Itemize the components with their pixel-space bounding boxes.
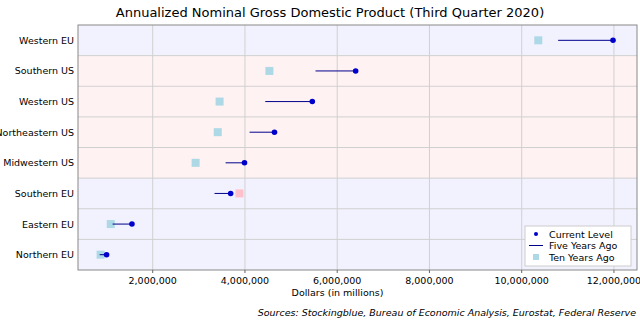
row-line bbox=[78, 178, 637, 179]
legend-label: Five Years Ago bbox=[549, 240, 618, 251]
axis-label: Dollars (in millions) bbox=[292, 287, 384, 298]
current-marker bbox=[353, 68, 359, 74]
category-label: Western EU bbox=[19, 35, 74, 46]
row-band bbox=[78, 209, 637, 240]
legend-line bbox=[529, 245, 543, 246]
current-marker bbox=[310, 99, 316, 105]
category-label: Eastern EU bbox=[22, 219, 74, 230]
legend-square bbox=[533, 254, 539, 260]
row-line bbox=[78, 86, 637, 87]
row-band bbox=[78, 148, 637, 179]
current-marker bbox=[228, 191, 234, 197]
ten-year-marker bbox=[192, 159, 200, 167]
row-band bbox=[78, 117, 637, 148]
category-label: Southern EU bbox=[15, 188, 74, 199]
row-line bbox=[78, 55, 637, 56]
category-label: Midwestern US bbox=[3, 157, 74, 168]
ten-year-marker bbox=[235, 189, 243, 197]
row-line bbox=[78, 208, 637, 209]
current-marker bbox=[104, 252, 110, 258]
row-band bbox=[78, 25, 637, 56]
five-year-segment bbox=[226, 162, 245, 163]
category-label: Western US bbox=[19, 96, 74, 107]
category-label: Northeastern US bbox=[0, 127, 74, 138]
chart: Annualized Nominal Gross Domestic Produc… bbox=[0, 0, 640, 320]
five-year-segment bbox=[316, 70, 356, 71]
five-year-segment bbox=[558, 40, 613, 41]
ten-year-marker bbox=[534, 36, 542, 44]
tick-label: 2,000,000 bbox=[129, 275, 177, 286]
tick-label: 10,000,000 bbox=[494, 275, 548, 286]
row-band bbox=[78, 56, 637, 87]
tick-mark bbox=[337, 270, 338, 273]
row-band bbox=[78, 178, 637, 209]
legend-box bbox=[525, 226, 631, 266]
tick-mark bbox=[521, 270, 522, 273]
five-year-segment bbox=[250, 132, 275, 133]
tick-mark bbox=[613, 270, 614, 273]
ten-year-marker bbox=[216, 98, 224, 106]
five-year-segment bbox=[265, 101, 312, 102]
tick-mark bbox=[152, 270, 153, 273]
ten-year-marker bbox=[214, 128, 222, 136]
row-band bbox=[78, 86, 637, 117]
current-marker bbox=[242, 160, 248, 166]
tick-label: 12,000,000 bbox=[587, 275, 640, 286]
legend-label: Current Level bbox=[549, 229, 613, 240]
tick-mark bbox=[244, 270, 245, 273]
tick-mark bbox=[429, 270, 430, 273]
current-marker bbox=[129, 221, 135, 227]
tick-label: 8,000,000 bbox=[405, 275, 453, 286]
current-marker bbox=[610, 38, 616, 44]
marks bbox=[97, 36, 616, 258]
current-marker bbox=[272, 129, 278, 135]
category-label: Southern US bbox=[15, 65, 74, 76]
tick-label: 6,000,000 bbox=[313, 275, 361, 286]
title: Annualized Nominal Gross Domestic Produc… bbox=[116, 5, 544, 20]
ten-year-marker bbox=[265, 67, 273, 75]
plot-frame bbox=[78, 25, 637, 270]
legend-label: Ten Years Ago bbox=[548, 252, 615, 263]
row-line bbox=[78, 116, 637, 117]
row-line bbox=[78, 147, 637, 148]
source-note: Sources: Stockingblue, Bureau of Economi… bbox=[258, 307, 636, 318]
legend-dot bbox=[534, 232, 538, 236]
five-year-segment bbox=[113, 224, 132, 225]
category-label: Northern EU bbox=[16, 249, 74, 260]
tick-label: 4,000,000 bbox=[221, 275, 269, 286]
